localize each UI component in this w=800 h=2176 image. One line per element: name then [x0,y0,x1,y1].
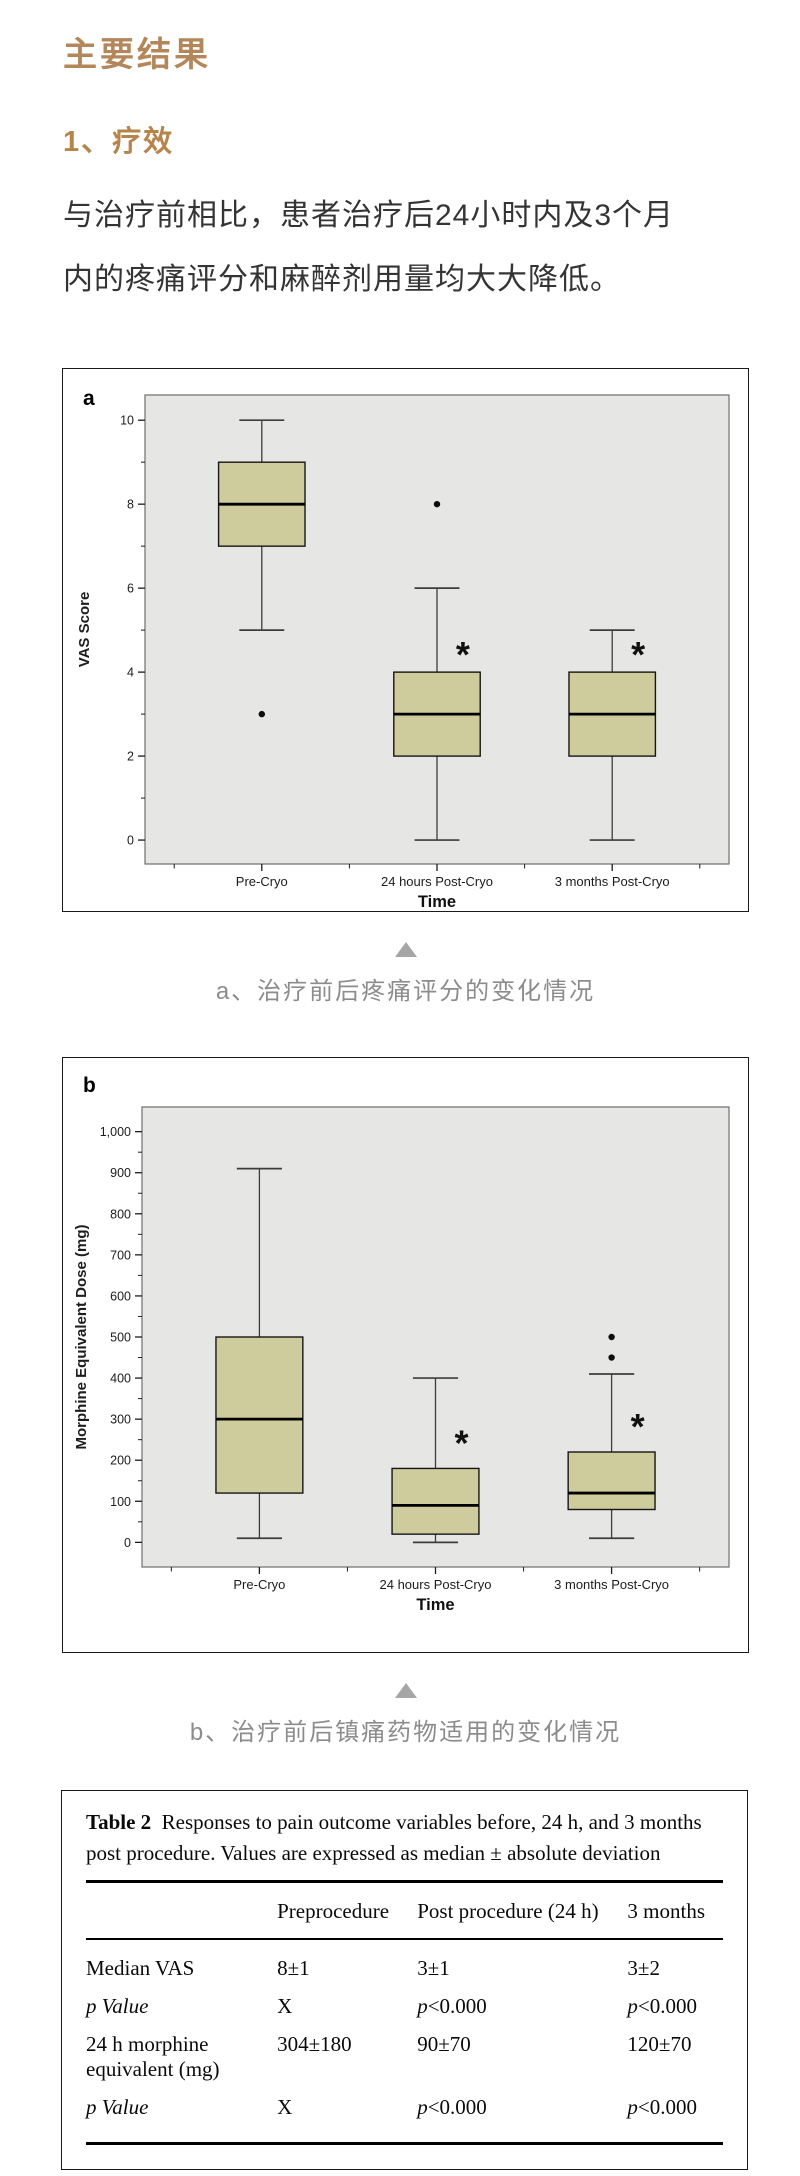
vas-score-boxplot: 0 2 4 6 8 10 Pre-Cryo 24 hours Post-Cryo 3 month… [76,387,730,910]
svg-text:Time: Time [416,1596,454,1614]
svg-text:8: 8 [127,497,134,511]
svg-text:900: 900 [110,1166,131,1180]
column-header: Post procedure (24 h) [417,1882,628,1940]
svg-text:3 months Post-Cryo: 3 months Post-Cryo [555,874,670,889]
svg-text:VAS Score: VAS Score [76,591,93,667]
intro-paragraph: 与治疗前相比，患者治疗后24小时内及3个月 内的疼痛评分和麻醉剂用量均大大降低。 [63,198,675,296]
svg-text:0: 0 [124,1536,131,1550]
table-cell: p<0.000 [627,2094,698,2119]
morphine-boxplot-figure: 0 100 200 300 400 500 600 700 800 900 1,000 Pre-Cry… [62,1056,749,1653]
outcomes-table: Preprocedure Post procedure (24 h) 3 month… [86,1882,723,2136]
svg-text:Time: Time [418,893,456,910]
svg-text:24 hours Post-Cryo: 24 hours Post-Cryo [381,874,493,889]
vas-boxplot-figure: 0 2 4 6 8 10 Pre-Cryo 24 hours Post-Cryo 3 month… [62,367,749,912]
table-top-rule [86,1879,723,1883]
table-bottom-rule [86,2141,723,2145]
figure-b-caption-block: b、治疗前后镇痛药物适用的变化情况 [62,1653,749,1748]
figure-a-caption: a、治疗前后疼痛评分的变化情况 [215,977,596,1005]
table-cell: 120±70 [627,2031,692,2056]
svg-text:24 hours Post-Cryo: 24 hours Post-Cryo [380,1577,492,1592]
table-cell: X [277,2094,293,2119]
table-cell: p<0.000 [417,1993,487,2018]
row-label: 24 h morphine equivalent (mg) [86,2031,220,2081]
subsection-title: 1、疗效 [63,125,175,158]
svg-text:*: * [455,1422,469,1463]
outcomes-table-header: Preprocedure Post procedure (24 h) 3 month… [86,1882,723,1940]
table-title: Table 2 Responses to pain outcome variab… [86,1807,723,1870]
table-cell: p<0.000 [627,1993,698,2018]
article-page: 主要结果 1、疗效 与治疗前相比，患者治疗后24小时内及3个月 内的疼痛评分和麻… [0,36,800,2176]
table-cell: 3±1 [417,1955,450,1980]
row-label: p Value [86,2094,149,2119]
table-row: Median VAS 8±1 3±1 3±2 [86,1939,723,1985]
table-header-row: Preprocedure Post procedure (24 h) 3 month… [86,1882,723,1940]
svg-text:*: * [456,634,470,675]
svg-text:0: 0 [127,833,134,847]
morphine-dose-boxplot: 0 100 200 300 400 500 600 700 800 900 1,000 Pre-Cry… [73,1074,730,1614]
svg-text:300: 300 [110,1412,131,1426]
figure-a-caption-block: a、治疗前后疼痛评分的变化情况 [62,912,749,1007]
svg-text:a: a [83,387,95,410]
figure-b-caption: b、治疗前后镇痛药物适用的变化情况 [189,1718,622,1746]
svg-text:b: b [83,1074,96,1097]
table-cell: p<0.000 [417,2094,487,2119]
svg-text:*: * [631,1406,645,1447]
section-title: 主要结果 [63,37,211,74]
svg-text:Pre-Cryo: Pre-Cryo [236,874,288,889]
svg-text:*: * [631,634,645,675]
svg-text:3 months Post-Cryo: 3 months Post-Cryo [554,1577,669,1592]
svg-text:600: 600 [110,1289,131,1303]
svg-text:4: 4 [127,665,134,679]
table-title-text: Responses to pain outcome variables befo… [86,1809,702,1866]
svg-text:800: 800 [110,1207,131,1221]
triangle-up-icon [394,1682,417,1698]
svg-text:6: 6 [127,581,134,595]
table-2-card: Table 2 Responses to pain outcome variab… [61,1789,748,2170]
svg-text:100: 100 [110,1495,131,1509]
triangle-up-icon [394,941,417,957]
column-header: 3 months [627,1882,723,1940]
table-cell: 8±1 [277,1955,310,1980]
table-row: 24 h morphine equivalent (mg) 304±180 90±7… [86,2023,723,2086]
svg-text:200: 200 [110,1453,131,1467]
svg-text:Pre-Cryo: Pre-Cryo [233,1577,285,1592]
svg-text:700: 700 [110,1248,131,1262]
row-label: Median VAS [86,1955,195,1980]
svg-text:1,000: 1,000 [100,1125,131,1139]
table-cell: X [277,1993,293,2018]
table-cell: 304±180 [277,2031,352,2056]
table-cell: 90±70 [417,2031,471,2056]
svg-text:Morphine Equivalent Dose (mg): Morphine Equivalent Dose (mg) [73,1224,90,1449]
svg-text:10: 10 [120,413,134,427]
svg-text:500: 500 [110,1330,131,1344]
svg-text:2: 2 [127,749,134,763]
svg-text:400: 400 [110,1371,131,1385]
row-label: p Value [86,1993,149,2018]
column-header [86,1882,278,1940]
table-title-label: Table 2 [86,1809,152,1834]
table-cell: 3±2 [627,1955,660,1980]
column-header: Preprocedure [277,1882,418,1940]
